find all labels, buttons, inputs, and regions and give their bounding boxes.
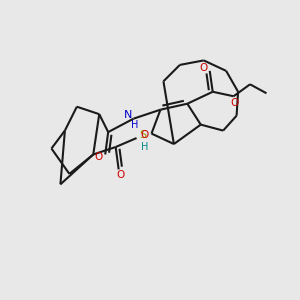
Text: H: H [141,142,148,152]
Text: O: O [116,170,124,180]
Text: O: O [141,130,149,140]
Text: N: N [123,110,132,120]
Text: O: O [199,64,207,74]
Text: S: S [140,130,147,140]
Text: H: H [131,120,139,130]
Text: O: O [94,152,103,162]
Text: O: O [230,98,238,108]
